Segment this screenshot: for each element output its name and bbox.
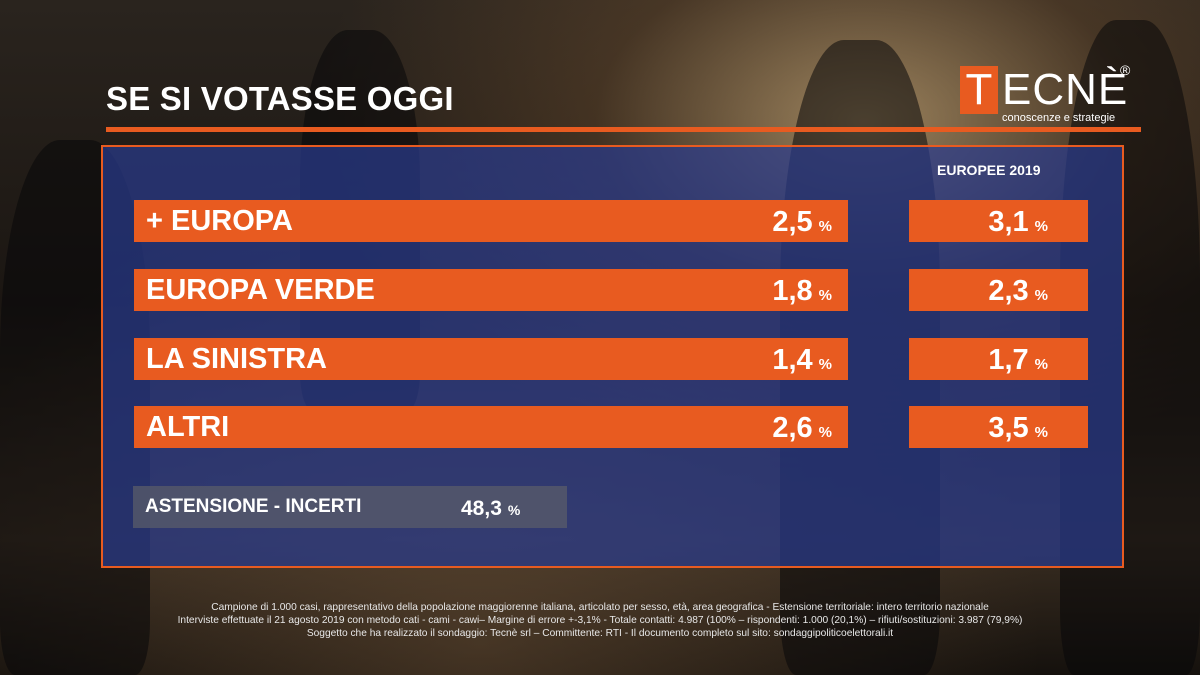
methodology-note: Campione di 1.000 casi, rappresentativo … <box>0 601 1200 640</box>
value-number: 3,5 <box>988 412 1029 444</box>
value-number: 2,6 <box>772 412 813 444</box>
europee-bar-europa-verde: 2,3% <box>909 269 1088 311</box>
percent-sign: % <box>1034 424 1048 441</box>
europee-2019-header: EUROPEE 2019 <box>937 162 1041 178</box>
value-number: 1,8 <box>772 275 813 307</box>
party-value: 2,6% <box>772 406 832 455</box>
europee-value: 3,1% <box>988 200 1048 249</box>
footnote-line: Campione di 1.000 casi, rappresentativo … <box>211 602 989 613</box>
percent-sign: % <box>1034 356 1048 373</box>
title-rule <box>106 127 1141 132</box>
europee-bar-altri: 3,5% <box>909 406 1088 448</box>
value-number: 48,3 <box>461 497 502 520</box>
europee-value: 1,7% <box>988 338 1048 387</box>
abstention-value: 48,3% <box>461 486 520 533</box>
percent-sign: % <box>818 287 832 304</box>
europee-bar-piu-europa: 3,1% <box>909 200 1088 242</box>
logo-tagline: conoscenze e strategie <box>1002 112 1116 124</box>
abstention-label: ASTENSIONE - INCERTI <box>145 496 362 517</box>
party-bar-piu-europa: + EUROPA 2,5% <box>134 200 848 242</box>
party-value: 2,5% <box>772 200 832 249</box>
page-title: SE SI VOTASSE OGGI <box>106 80 454 117</box>
registered-mark: ® <box>1120 62 1131 78</box>
percent-sign: % <box>1034 287 1048 304</box>
party-name: ALTRI <box>146 411 230 443</box>
footnote-line: Interviste effettuate il 21 agosto 2019 … <box>177 615 1023 626</box>
party-value: 1,4% <box>772 338 832 387</box>
abstention-box: ASTENSIONE - INCERTI 48,3% <box>133 486 567 528</box>
tecne-logo: T ECNÈ ® conoscenze e strategie <box>960 62 1135 126</box>
value-number: 3,1 <box>988 206 1029 238</box>
party-value: 1,8% <box>772 269 832 318</box>
value-number: 1,4 <box>772 344 813 376</box>
percent-sign: % <box>818 218 832 235</box>
europee-value: 2,3% <box>988 269 1048 318</box>
percent-sign: % <box>818 424 832 441</box>
logo-text: ECNÈ <box>1002 65 1129 114</box>
party-bar-altri: ALTRI 2,6% <box>134 406 848 448</box>
party-name: EUROPA VERDE <box>146 274 375 306</box>
europee-bar-la-sinistra: 1,7% <box>909 338 1088 380</box>
value-number: 2,3 <box>988 275 1029 307</box>
footnote-line: Soggetto che ha realizzato il sondaggio:… <box>306 628 894 639</box>
party-name: LA SINISTRA <box>146 343 327 375</box>
logo-letter: T <box>960 66 998 114</box>
party-bar-europa-verde: EUROPA VERDE 1,8% <box>134 269 848 311</box>
value-number: 2,5 <box>772 206 813 238</box>
percent-sign: % <box>507 502 521 518</box>
party-bar-la-sinistra: LA SINISTRA 1,4% <box>134 338 848 380</box>
percent-sign: % <box>818 356 832 373</box>
percent-sign: % <box>1034 218 1048 235</box>
party-name: + EUROPA <box>146 205 293 237</box>
europee-value: 3,5% <box>988 406 1048 455</box>
value-number: 1,7 <box>988 344 1029 376</box>
